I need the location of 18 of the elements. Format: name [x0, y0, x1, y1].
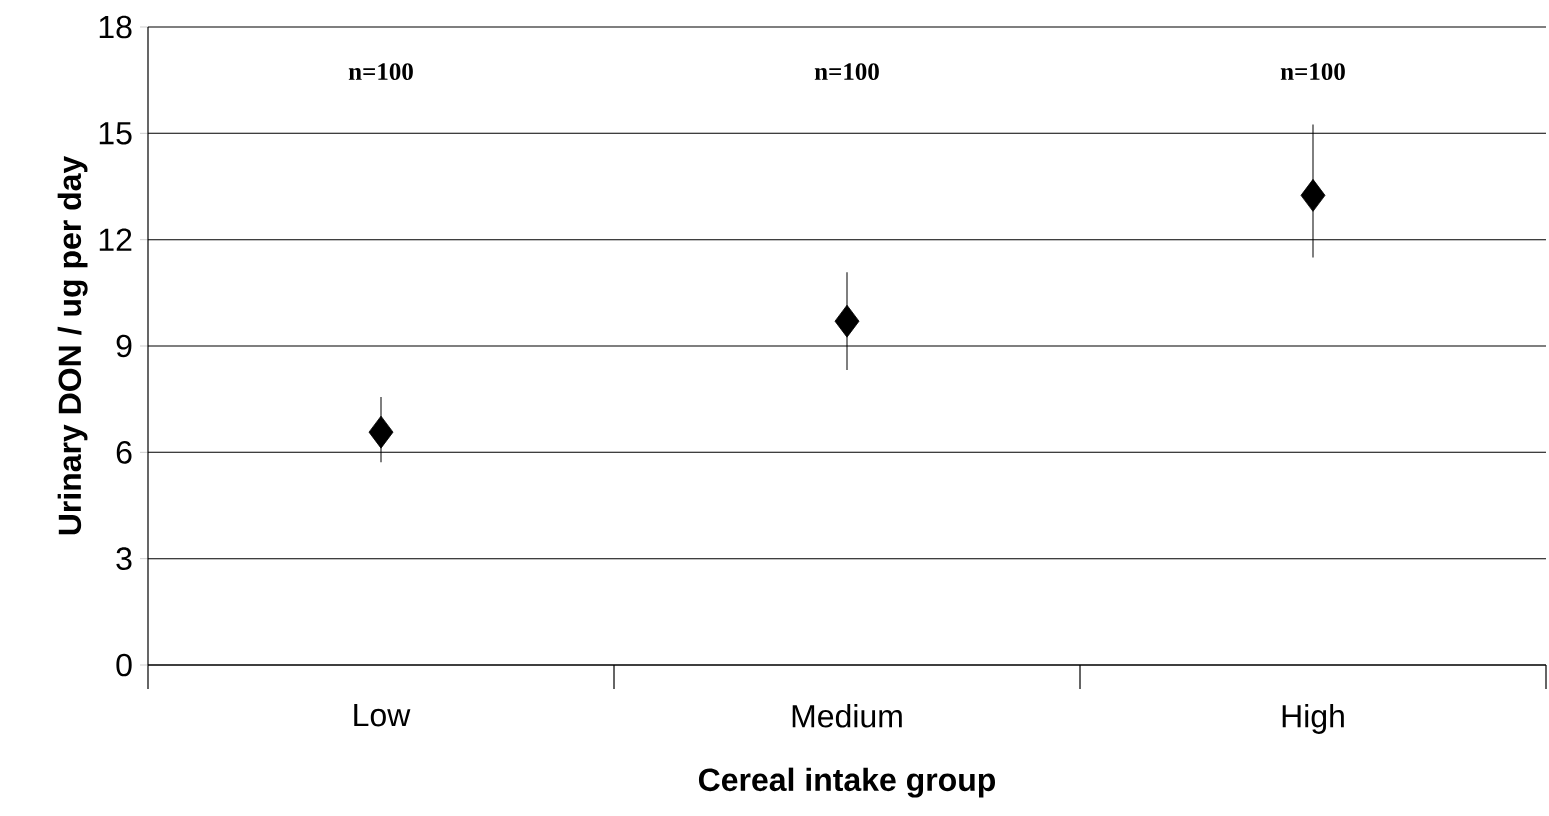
y-tick-label: 12 [99, 228, 132, 251]
y-tick-label: 18 [99, 15, 132, 39]
y-tick-label: 0 [116, 653, 132, 677]
point [1300, 178, 1326, 212]
y-tick-label: 9 [116, 334, 132, 358]
x-axis-title: Cereal intake group [698, 767, 996, 798]
y-tick-label: 15 [99, 122, 132, 145]
point [834, 304, 860, 338]
annotation: n=100 [814, 63, 879, 81]
x-tick-label: Low [354, 704, 411, 727]
annotation: n=100 [1280, 63, 1345, 81]
y-axis-title: Urinary DON / ug per day [57, 155, 88, 535]
annotation: n=100 [348, 63, 413, 81]
point [368, 415, 394, 449]
y-tick-label: 6 [116, 441, 132, 464]
y-tick-label: 3 [116, 547, 132, 570]
x-tick-label: Medium [792, 704, 902, 728]
x-tick-label: High [1282, 704, 1344, 734]
